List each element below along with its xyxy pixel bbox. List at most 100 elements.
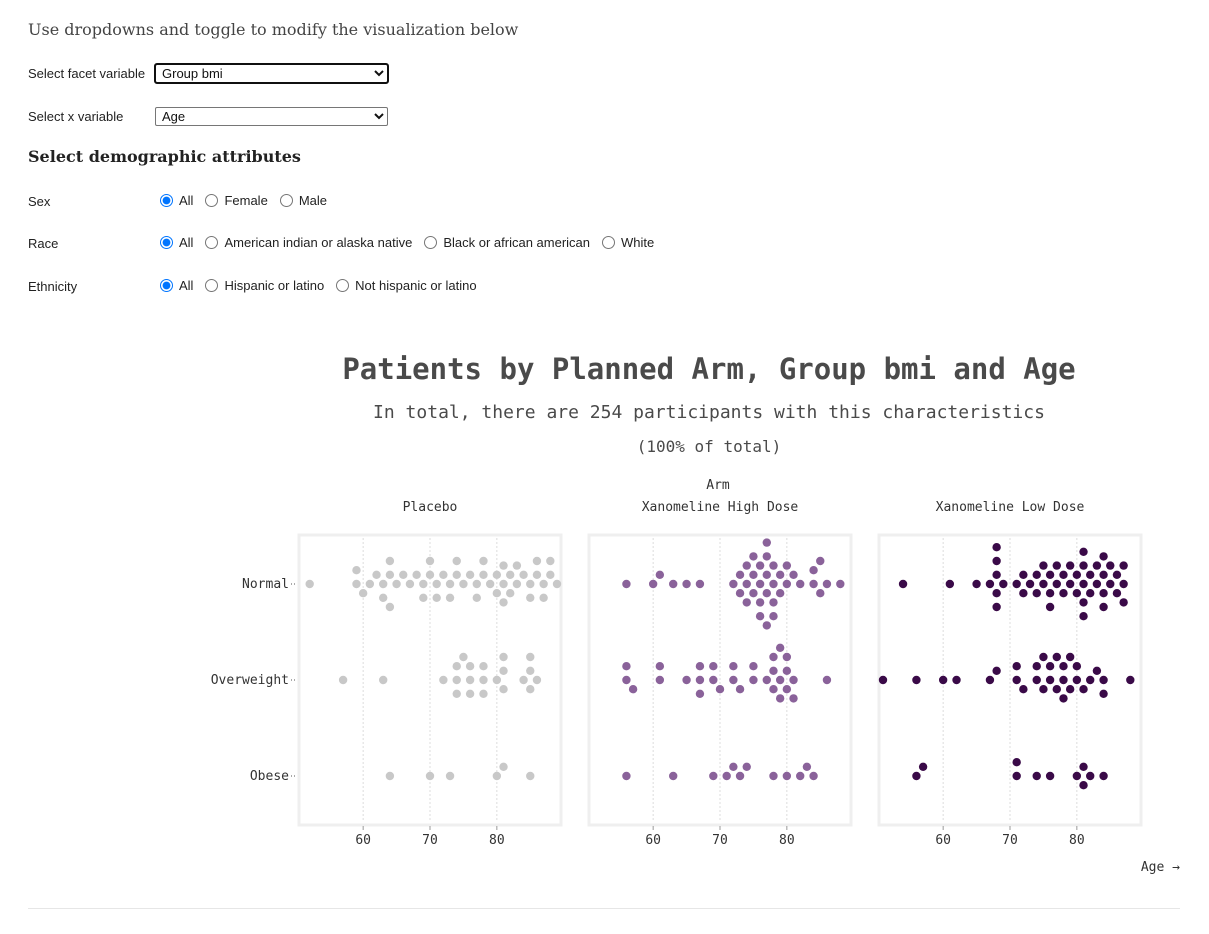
data-point bbox=[622, 579, 631, 589]
race-radio-american-indian[interactable] bbox=[205, 236, 219, 249]
data-point bbox=[992, 570, 1001, 579]
data-point bbox=[1086, 589, 1095, 598]
ethnicity-option-hispanic[interactable]: Hispanic or latino bbox=[205, 278, 324, 293]
x-variable-select[interactable]: Age bbox=[155, 107, 388, 126]
data-point bbox=[709, 675, 718, 685]
data-point bbox=[695, 689, 705, 698]
data-point bbox=[1092, 561, 1102, 570]
data-point bbox=[789, 675, 798, 685]
data-point bbox=[338, 675, 348, 685]
data-point bbox=[532, 675, 542, 685]
ethnicity-option-label: Hispanic or latino bbox=[224, 278, 325, 293]
beeswarm-chart: Patients by Planned Arm, Group bmi and A… bbox=[0, 330, 1209, 890]
data-point bbox=[492, 589, 502, 598]
race-radio-all[interactable] bbox=[160, 236, 173, 249]
race-option-american-indian[interactable]: American indian or alaska native bbox=[205, 235, 412, 250]
race-radio-black[interactable] bbox=[424, 236, 438, 249]
data-point bbox=[1099, 675, 1108, 685]
race-radio-white[interactable] bbox=[602, 236, 616, 249]
sex-option-all[interactable]: All bbox=[160, 193, 193, 208]
data-point bbox=[439, 570, 448, 579]
data-point bbox=[992, 556, 1001, 566]
sex-label: Sex bbox=[28, 194, 51, 209]
ethnicity-option-all[interactable]: All bbox=[160, 278, 193, 293]
race-option-white[interactable]: White bbox=[602, 235, 654, 250]
data-point bbox=[1039, 652, 1048, 662]
data-point bbox=[1019, 685, 1028, 694]
data-point bbox=[539, 593, 548, 602]
ethnicity-radio-not-hispanic[interactable] bbox=[336, 279, 350, 292]
data-point bbox=[385, 570, 395, 579]
facet-select[interactable]: Group bmi bbox=[154, 63, 389, 84]
data-point bbox=[992, 589, 1001, 598]
data-point bbox=[735, 685, 745, 694]
data-point bbox=[749, 570, 758, 579]
data-point bbox=[526, 685, 535, 694]
data-point bbox=[499, 762, 508, 771]
data-point bbox=[1012, 675, 1021, 685]
data-point bbox=[802, 762, 812, 771]
data-point bbox=[465, 570, 475, 579]
data-point bbox=[775, 694, 785, 703]
sex-option-label: All bbox=[179, 193, 194, 208]
data-point bbox=[822, 579, 832, 589]
data-point bbox=[479, 662, 488, 671]
data-point bbox=[1045, 662, 1055, 671]
data-point bbox=[1032, 675, 1041, 685]
race-option-black[interactable]: Black or african american bbox=[424, 235, 590, 250]
data-point bbox=[1052, 685, 1061, 694]
data-point bbox=[1079, 579, 1088, 589]
data-point bbox=[782, 771, 792, 781]
data-point bbox=[769, 666, 778, 675]
data-point bbox=[1045, 602, 1055, 612]
data-point bbox=[372, 570, 381, 579]
data-point bbox=[1059, 675, 1068, 685]
data-point bbox=[809, 566, 818, 575]
data-point bbox=[918, 762, 928, 771]
data-point bbox=[669, 579, 678, 589]
data-point bbox=[1099, 689, 1108, 698]
sex-radio-all[interactable] bbox=[160, 194, 173, 207]
ethnicity-option-not-hispanic[interactable]: Not hispanic or latino bbox=[336, 278, 477, 293]
data-point bbox=[526, 579, 535, 589]
data-point bbox=[526, 652, 535, 662]
data-point bbox=[459, 652, 468, 662]
data-point bbox=[385, 602, 395, 612]
data-point bbox=[992, 666, 1001, 675]
data-point bbox=[735, 771, 745, 781]
sex-option-male[interactable]: Male bbox=[279, 193, 327, 208]
sex-radio-group: All Female Male bbox=[160, 193, 339, 208]
data-point bbox=[755, 579, 765, 589]
data-point bbox=[622, 675, 631, 685]
sex-radio-female[interactable] bbox=[205, 194, 219, 207]
data-point bbox=[479, 689, 488, 698]
data-point bbox=[695, 579, 705, 589]
facet-label: Placebo bbox=[403, 500, 458, 515]
data-point bbox=[749, 662, 758, 671]
data-point bbox=[622, 662, 631, 671]
sex-option-female[interactable]: Female bbox=[205, 193, 268, 208]
ethnicity-radio-all[interactable] bbox=[160, 279, 173, 292]
data-point bbox=[1059, 694, 1068, 703]
data-point bbox=[755, 598, 765, 607]
data-point bbox=[546, 556, 555, 566]
ethnicity-radio-hispanic[interactable] bbox=[205, 279, 219, 292]
facet-variable-label: Arm bbox=[706, 478, 730, 493]
chart-title: Patients by Planned Arm, Group bmi and A… bbox=[342, 352, 1075, 386]
race-option-all[interactable]: All bbox=[160, 235, 193, 250]
data-point bbox=[1119, 579, 1128, 589]
data-point bbox=[452, 689, 461, 698]
data-point bbox=[1079, 547, 1088, 556]
x-tick-label: 80 bbox=[1069, 833, 1085, 848]
ethnicity-option-label: All bbox=[179, 278, 194, 293]
sex-option-label: Female bbox=[224, 193, 268, 208]
data-point bbox=[419, 593, 428, 602]
data-point bbox=[769, 612, 778, 621]
data-point bbox=[729, 675, 738, 685]
data-point bbox=[1092, 579, 1102, 589]
data-point bbox=[506, 570, 515, 579]
race-label: Race bbox=[28, 236, 59, 251]
sex-radio-male[interactable] bbox=[279, 194, 293, 207]
data-point bbox=[742, 561, 751, 570]
data-point bbox=[385, 771, 395, 781]
